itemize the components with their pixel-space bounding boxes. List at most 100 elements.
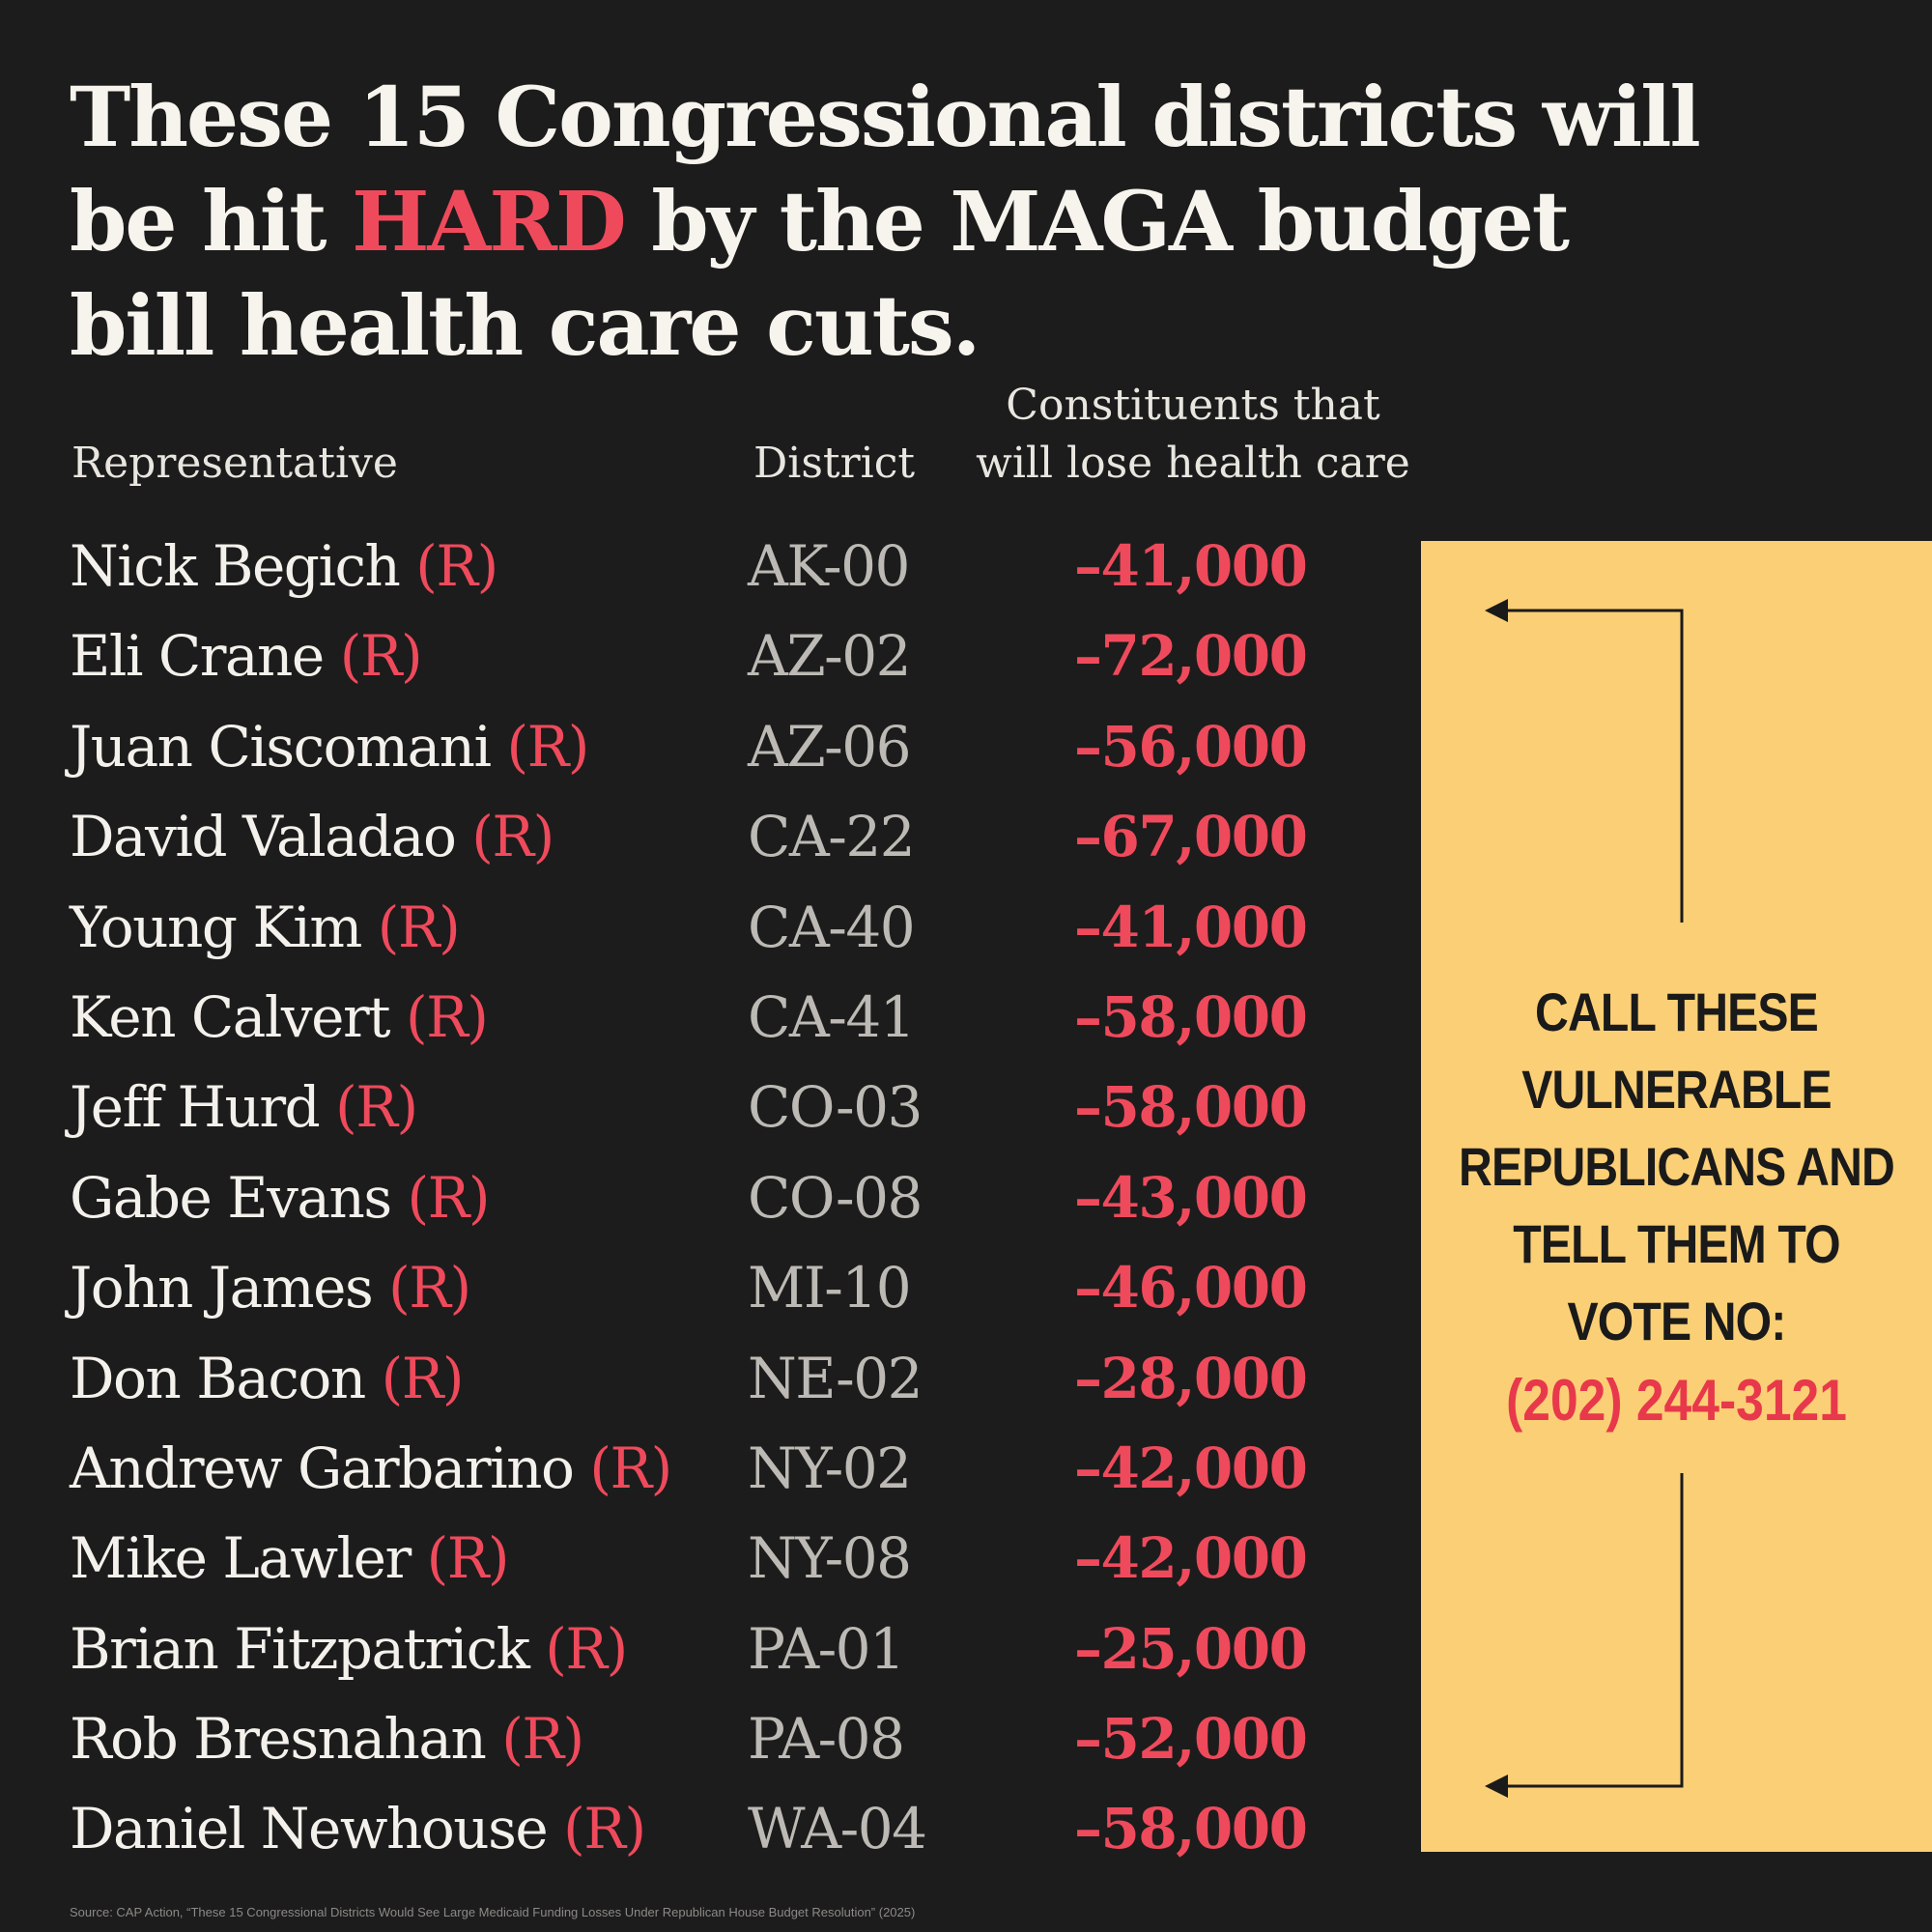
party-label: (R) — [388, 1255, 471, 1321]
representative-name: Brian Fitzpatrick — [70, 1615, 530, 1682]
representative-cell: Mike Lawler (R) — [70, 1523, 510, 1593]
table-row: Ken Calvert (R) CA-41 –58,000 — [70, 982, 1345, 1072]
phone-number[interactable]: (202) 244-3121 — [1506, 1368, 1847, 1433]
representative-cell: Rob Bresnahan (R) — [70, 1704, 584, 1774]
loss-cell: –46,000 — [1074, 1255, 1308, 1321]
representative-name: Gabe Evans — [70, 1164, 392, 1231]
district-cell: NY-08 — [748, 1525, 912, 1592]
representative-cell: Ken Calvert (R) — [70, 982, 489, 1052]
table-row: Brian Fitzpatrick (R) PA-01 –25,000 — [70, 1614, 1345, 1704]
party-label: (R) — [426, 1525, 510, 1592]
representative-name: Rob Bresnahan — [70, 1706, 487, 1773]
district-cell: CA-41 — [748, 983, 916, 1050]
representative-name: Jeff Hurd — [70, 1074, 321, 1141]
party-label: (R) — [415, 533, 498, 599]
representative-cell: Juan Ciscomani (R) — [70, 712, 590, 781]
representative-cell: Brian Fitzpatrick (R) — [70, 1614, 628, 1684]
representative-cell: David Valadao (R) — [70, 802, 554, 871]
loss-cell: –58,000 — [1074, 1796, 1308, 1862]
representative-name: Young Kim — [70, 894, 362, 960]
table-row: Don Bacon (R) NE-02 –28,000 — [70, 1344, 1345, 1434]
party-label: (R) — [335, 1074, 418, 1141]
loss-cell: –56,000 — [1074, 713, 1308, 780]
district-cell: WA-04 — [748, 1796, 927, 1862]
table-row: Rob Bresnahan (R) PA-08 –52,000 — [70, 1704, 1345, 1794]
representative-cell: Nick Begich (R) — [70, 531, 498, 601]
district-cell: AZ-06 — [748, 713, 912, 780]
district-cell: PA-08 — [748, 1706, 905, 1773]
source-citation: Source: CAP Action, “These 15 Congressio… — [70, 1905, 916, 1919]
representative-cell: John James (R) — [70, 1253, 471, 1322]
representative-name: Eli Crane — [70, 623, 325, 690]
table-row: Mike Lawler (R) NY-08 –42,000 — [70, 1523, 1345, 1613]
party-label: (R) — [563, 1796, 646, 1862]
table-row: Andrew Garbarino (R) NY-02 –42,000 — [70, 1434, 1345, 1523]
party-label: (R) — [407, 1164, 491, 1231]
representative-cell: Gabe Evans (R) — [70, 1163, 491, 1233]
call-to-action-message: CALL THESE VULNERABLE REPUBLICANS AND TE… — [1459, 981, 1895, 1351]
loss-cell: –58,000 — [1074, 1074, 1308, 1141]
representative-name: David Valadao — [70, 804, 457, 870]
table-row: Nick Begich (R) AK-00 –41,000 — [70, 531, 1345, 621]
table-row: Juan Ciscomani (R) AZ-06 –56,000 — [70, 712, 1345, 802]
arrow-up-head — [1485, 599, 1508, 622]
representative-name: Juan Ciscomani — [70, 713, 492, 780]
table-row: Jeff Hurd (R) CO-03 –58,000 — [70, 1072, 1345, 1162]
district-cell: CA-22 — [748, 804, 916, 870]
representative-cell: Eli Crane (R) — [70, 621, 423, 691]
loss-cell: –52,000 — [1074, 1706, 1308, 1773]
representative-name: Nick Begich — [70, 533, 401, 599]
district-cell: CA-40 — [748, 894, 916, 960]
table-row: John James (R) MI-10 –46,000 — [70, 1253, 1345, 1343]
representative-name: John James — [70, 1255, 374, 1321]
loss-cell: –42,000 — [1074, 1525, 1308, 1592]
column-header-district: District — [753, 439, 916, 488]
arrow-down-line — [1494, 1473, 1684, 1788]
loss-cell: –58,000 — [1074, 983, 1308, 1050]
party-label: (R) — [589, 1435, 672, 1501]
loss-cell: –28,000 — [1074, 1345, 1308, 1411]
party-label: (R) — [501, 1706, 584, 1773]
party-label: (R) — [377, 894, 461, 960]
headline-part-2: by the MAGA budget bill health care cuts… — [70, 174, 1570, 375]
party-label: (R) — [471, 804, 554, 870]
column-header-loss: Constituents that will lose health care — [976, 381, 1410, 488]
district-cell: AK-00 — [748, 533, 910, 599]
district-cell: NE-02 — [748, 1345, 923, 1411]
headline-highlight: HARD — [352, 174, 627, 270]
loss-cell: –67,000 — [1074, 804, 1308, 870]
district-cell: MI-10 — [748, 1255, 912, 1321]
representative-name: Don Bacon — [70, 1345, 366, 1411]
representative-cell: Young Kim (R) — [70, 893, 461, 962]
loss-cell: –72,000 — [1074, 623, 1308, 690]
arrow-down-head — [1485, 1775, 1508, 1798]
district-cell: CO-03 — [748, 1074, 923, 1141]
representative-cell: Daniel Newhouse (R) — [70, 1794, 646, 1863]
party-label: (R) — [405, 983, 489, 1050]
representative-name: Mike Lawler — [70, 1525, 412, 1592]
party-label: (R) — [381, 1345, 465, 1411]
loss-cell: –43,000 — [1074, 1164, 1308, 1231]
column-header-representative: Representative — [71, 439, 398, 488]
party-label: (R) — [506, 713, 590, 780]
table-row: Gabe Evans (R) CO-08 –43,000 — [70, 1163, 1345, 1253]
table-row: Daniel Newhouse (R) WA-04 –58,000 — [70, 1794, 1345, 1884]
headline-part-1: These 15 Congressional districts will be… — [70, 70, 1701, 270]
party-label: (R) — [545, 1615, 628, 1682]
call-to-action-panel: CALL THESE VULNERABLE REPUBLICANS AND TE… — [1421, 541, 1932, 1852]
table-row: David Valadao (R) CA-22 –67,000 — [70, 802, 1345, 892]
headline: These 15 Congressional districts will be… — [70, 66, 1712, 379]
district-cell: PA-01 — [748, 1615, 905, 1682]
arrow-up-line — [1494, 609, 1684, 923]
district-cell: CO-08 — [748, 1164, 923, 1231]
loss-cell: –25,000 — [1074, 1615, 1308, 1682]
district-cell: NY-02 — [748, 1435, 912, 1501]
loss-cell: –41,000 — [1074, 533, 1308, 599]
representative-name: Ken Calvert — [70, 983, 391, 1050]
arrows-graphic — [1485, 599, 1684, 1798]
loss-cell: –42,000 — [1074, 1435, 1308, 1501]
representative-name: Andrew Garbarino — [70, 1435, 575, 1501]
party-label: (R) — [339, 623, 423, 690]
table-row: Eli Crane (R) AZ-02 –72,000 — [70, 621, 1345, 711]
representative-cell: Don Bacon (R) — [70, 1344, 465, 1413]
